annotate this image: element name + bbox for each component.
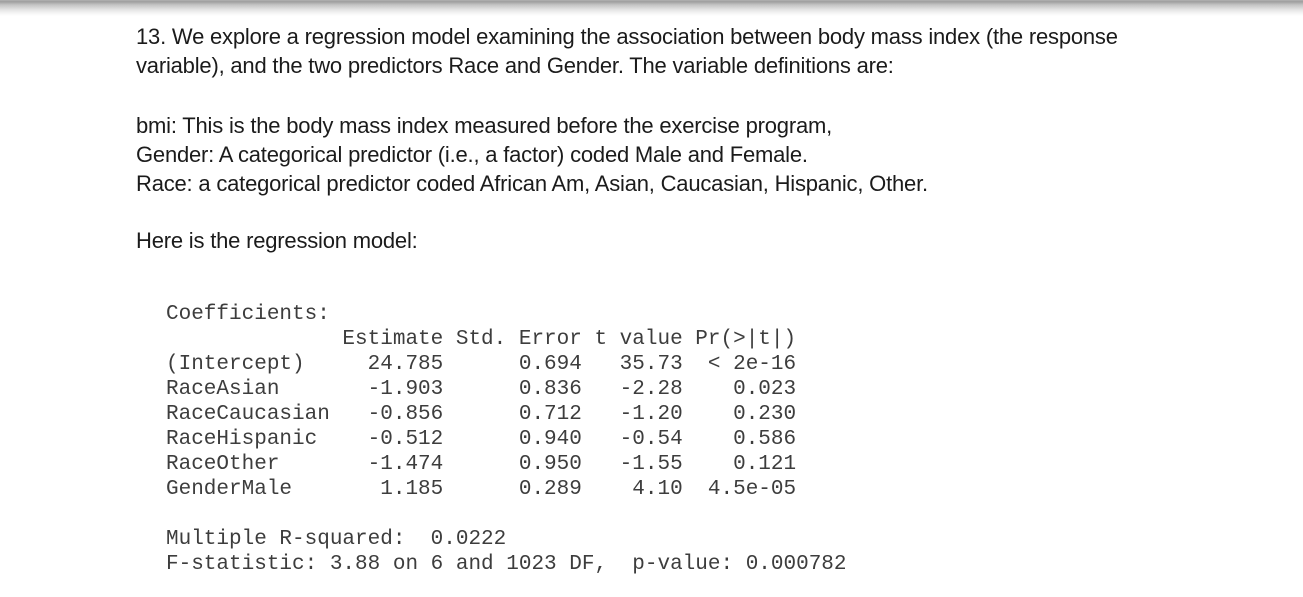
- r-regression-output: Coefficients: Estimate Std. Error t valu…: [166, 303, 847, 576]
- window-top-shadow: [0, 0, 1303, 16]
- question-intro-paragraph: 13. We explore a regression model examin…: [136, 24, 1118, 78]
- model-intro-line: Here is the regression model:: [136, 228, 418, 253]
- variable-definitions-paragraph: bmi: This is the body mass index measure…: [136, 113, 928, 196]
